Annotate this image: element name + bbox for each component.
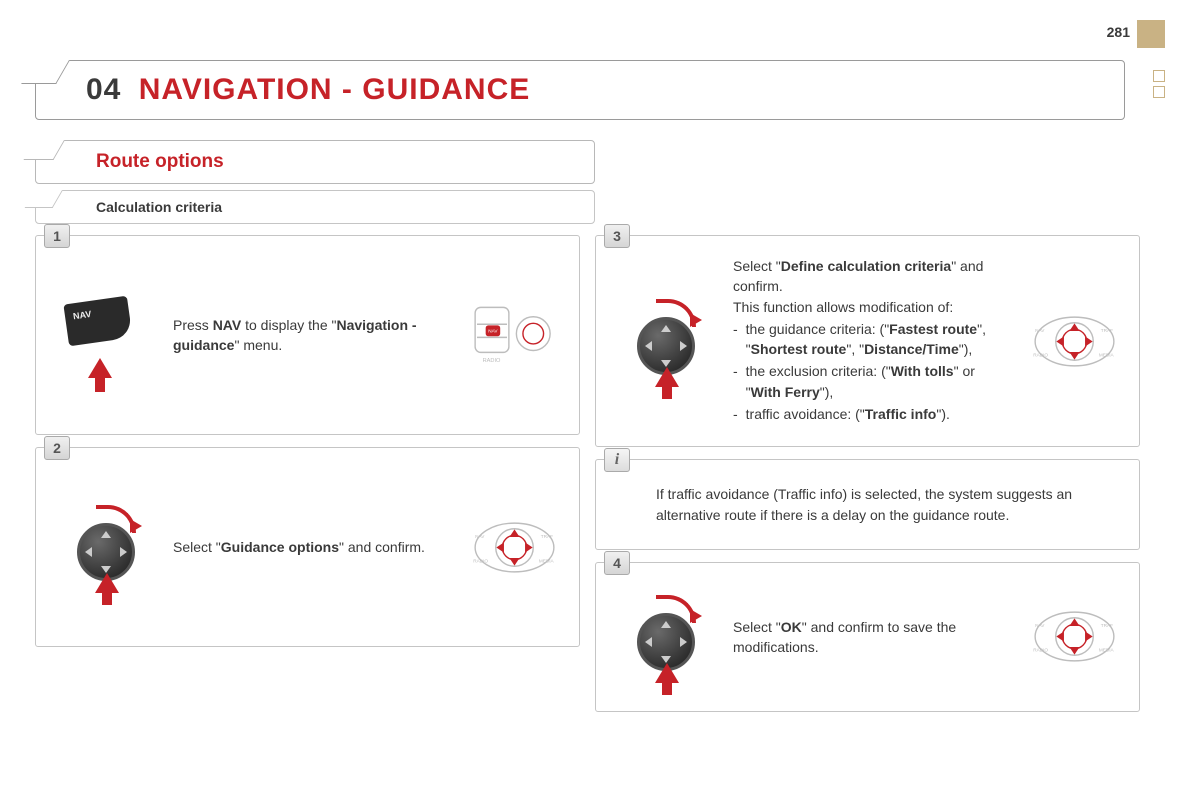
chapter-number: 04 [86,73,121,106]
svg-text:MEDIA: MEDIA [1098,352,1114,357]
svg-text:NAV: NAV [1035,624,1045,629]
subsection-text: Calculation criteria [96,199,222,215]
dial-icon [51,507,161,587]
left-column: 1 NAV Press NAV to display the "Navigati… [35,235,580,780]
svg-text:RADIO: RADIO [473,558,488,563]
page-number: 281 [1107,24,1130,40]
dial-icon [611,597,721,677]
step-badge: 3 [604,224,630,248]
step-2: 2 Select "Guidance options" and confirm. [35,447,580,647]
section-header: Route options [35,140,595,184]
section-text: Route options [96,151,224,172]
svg-text:TRAF: TRAF [1100,624,1112,629]
step-4: 4 Select "OK" and confirm to save the mo… [595,562,1140,712]
svg-text:RADIO: RADIO [1033,648,1048,653]
svg-text:TRAF: TRAF [540,534,552,539]
svg-text:RADIO: RADIO [1033,352,1048,357]
content-columns: 1 NAV Press NAV to display the "Navigati… [35,235,1140,780]
step-badge: 1 [44,224,70,248]
console-diagram-icon: NAV TRAF RADIO MEDIA [1024,599,1124,674]
svg-text:RADIO: RADIO [482,357,500,363]
corner-accent [1137,20,1165,48]
console-diagram-icon: RADIO NAV [464,298,564,373]
console-diagram-icon: NAV TRAF RADIO MEDIA [1024,304,1124,379]
svg-text:NAV: NAV [488,328,498,333]
subsection-header: Calculation criteria [35,190,595,224]
nav-button-icon: NAV [51,300,161,370]
svg-text:MEDIA: MEDIA [538,558,554,563]
step-1: 1 NAV Press NAV to display the "Navigati… [35,235,580,435]
right-column: 3 Select "Define calculation criteria" a… [595,235,1140,780]
svg-text:TRAF: TRAF [1100,328,1112,333]
step-text: Select "OK" and confirm to save the modi… [733,617,1012,658]
step-text: Select "Define calculation criteria" and… [733,256,1012,426]
title-text: NAVIGATION - GUIDANCE [139,73,531,106]
svg-text:NAV: NAV [475,534,485,539]
step-3: 3 Select "Define calculation criteria" a… [595,235,1140,447]
title-bar: 04 NAVIGATION - GUIDANCE [35,60,1125,120]
step-text: Press NAV to display the "Navigation - g… [173,315,452,356]
svg-text:NAV: NAV [1035,328,1045,333]
console-diagram-icon: NAV TRAF RADIO MEDIA [464,510,564,585]
svg-text:MEDIA: MEDIA [1098,648,1114,653]
step-badge: 2 [44,436,70,460]
info-badge: i [604,448,630,472]
side-squares [1153,70,1165,102]
step-badge: 4 [604,551,630,575]
info-box: i If traffic avoidance (Traffic info) is… [595,459,1140,550]
page-title: 04 NAVIGATION - GUIDANCE [86,73,1074,107]
dial-icon [611,301,721,381]
step-text: Select "Guidance options" and confirm. [173,537,452,557]
info-text: If traffic avoidance (Traffic info) is s… [656,486,1072,522]
